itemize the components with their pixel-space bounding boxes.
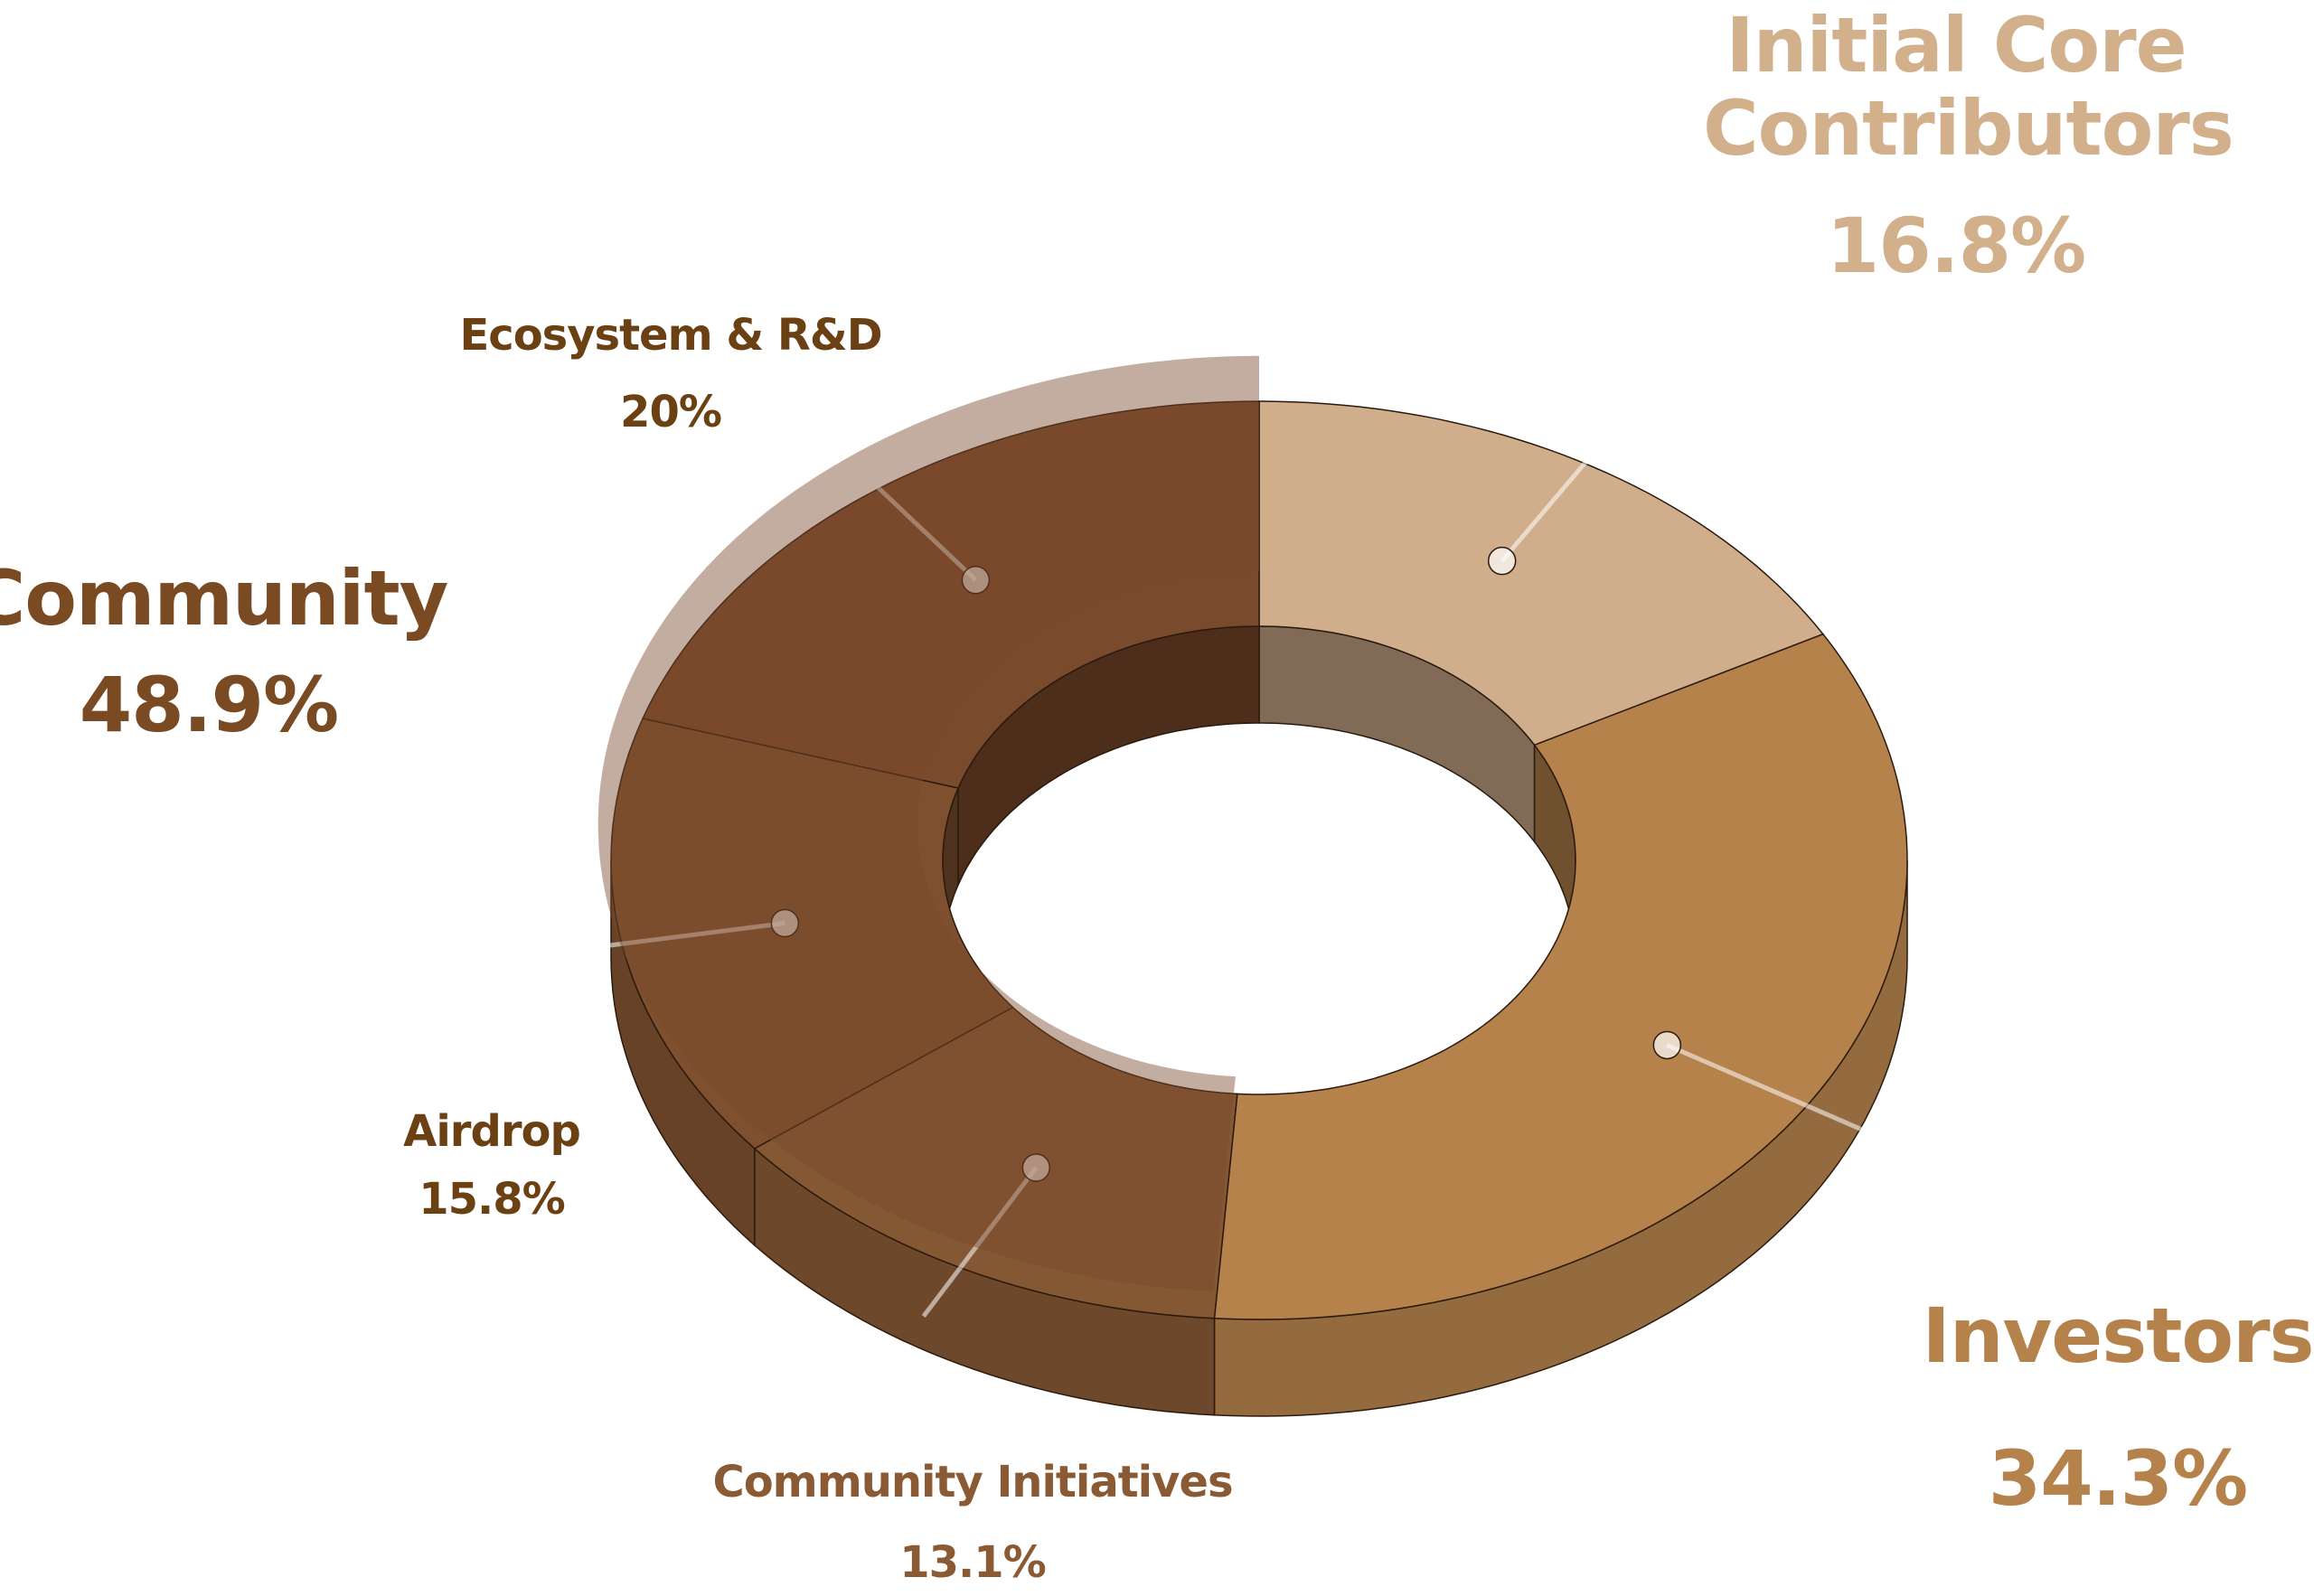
leaders	[544, 355, 1875, 1319]
part-label: Airdrop	[403, 1106, 581, 1157]
leader-line	[1500, 414, 1627, 563]
leader-line	[831, 442, 978, 582]
leader-dot	[961, 565, 991, 595]
slice-label: Community	[0, 554, 448, 643]
leader-dot	[1021, 1153, 1051, 1182]
part-label: Ecosystem & R&D	[459, 310, 882, 361]
slice	[1213, 633, 1908, 1320]
part-label: Community Initiatives	[712, 1457, 1233, 1507]
group-slice	[597, 355, 1259, 1291]
leader-line	[1666, 1043, 1875, 1137]
leader-line	[921, 1166, 1039, 1319]
slice-value-label: 48.9%	[79, 661, 339, 749]
leader-dot	[1652, 1030, 1682, 1060]
slice-label: Investors	[1922, 1291, 2314, 1380]
slice-label: Initial Core Contributors	[1703, 1, 2234, 174]
part-value-label: 20%	[620, 387, 722, 437]
leader-line	[544, 921, 785, 956]
leader-dot	[1487, 546, 1517, 576]
slice-value-label: 34.3%	[1988, 1434, 2248, 1523]
part-value-label: 15.8%	[419, 1174, 566, 1225]
faces	[610, 400, 1908, 1320]
part-value-label: 13.1%	[899, 1537, 1047, 1588]
slice-value-label: 16.8%	[1826, 202, 2086, 290]
part-slice	[642, 400, 1260, 789]
leader-dot	[770, 908, 800, 938]
